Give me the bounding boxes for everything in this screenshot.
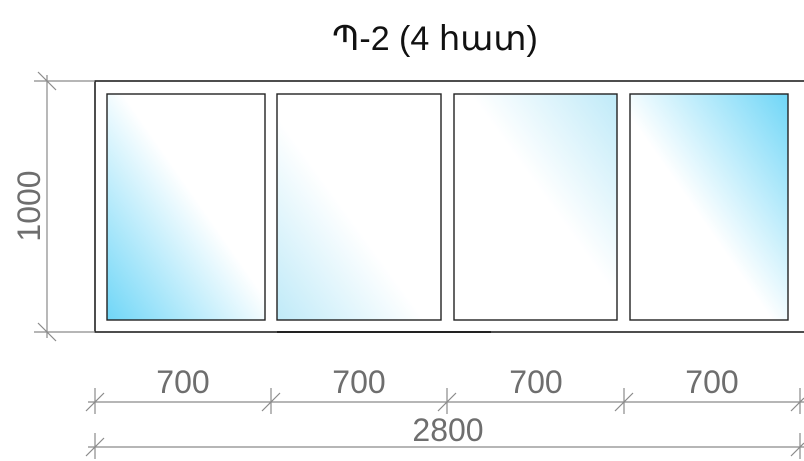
pane-width-label-3: 700 xyxy=(509,364,562,400)
glass-pane-1 xyxy=(106,93,266,321)
glass-pane-4 xyxy=(629,93,789,321)
total-width-dimension: 2800 xyxy=(85,412,804,459)
pane-width-label-1: 700 xyxy=(156,364,209,400)
drawing-title: Պ-2 (4 հատ) xyxy=(332,20,538,58)
total-width-label: 2800 xyxy=(412,412,483,448)
glass-pane-3 xyxy=(453,93,618,321)
pane-width-label-2: 700 xyxy=(332,364,385,400)
height-dimension: 1000 xyxy=(11,71,95,342)
glass-pane-2 xyxy=(276,93,442,321)
height-label: 1000 xyxy=(11,170,47,241)
pane-width-dimensions: 700 700 700 700 xyxy=(85,364,804,414)
pane-width-label-4: 700 xyxy=(685,364,738,400)
